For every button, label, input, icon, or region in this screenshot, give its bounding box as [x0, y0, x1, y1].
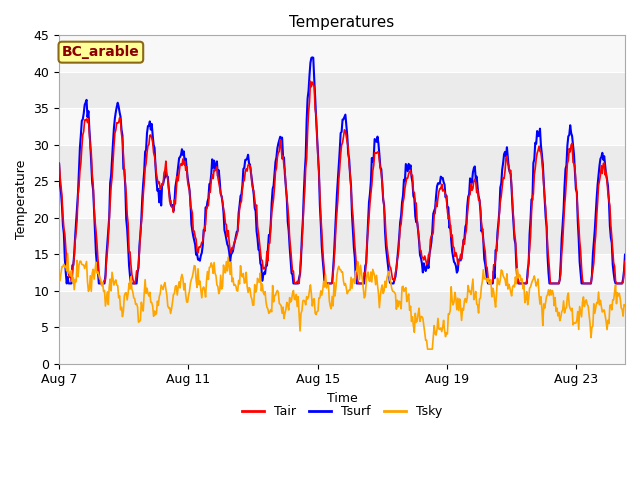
Tsky — [424, 346, 431, 352]
Tsurf — [55, 161, 63, 167]
Tsky — [55, 279, 63, 285]
Tsurf — [313, 134, 321, 140]
Tair — [390, 277, 398, 283]
Bar — [59, 254, 625, 291]
Tsky — [621, 303, 629, 309]
Bar — [59, 327, 625, 364]
Legend: Tair, Tsurf, Tsky: Tair, Tsurf, Tsky — [237, 400, 447, 423]
Bar — [59, 145, 625, 181]
Tsky — [202, 294, 209, 300]
Tsurf — [483, 277, 491, 283]
Tsky — [312, 312, 320, 317]
Tsky — [483, 279, 491, 285]
Tsky — [156, 291, 164, 297]
Bar — [59, 72, 625, 108]
Tair — [307, 78, 314, 84]
Tsurf — [202, 204, 209, 210]
Bar — [59, 181, 625, 218]
Bar — [59, 108, 625, 145]
Tsky — [390, 288, 397, 294]
Tair — [156, 186, 164, 192]
Tsurf — [435, 180, 443, 186]
Tair — [435, 189, 443, 194]
Tsurf — [390, 276, 398, 282]
Line: Tair: Tair — [59, 81, 625, 284]
X-axis label: Time: Time — [326, 392, 358, 405]
Tsurf — [156, 188, 164, 193]
Tair — [313, 133, 321, 139]
Line: Tsurf: Tsurf — [59, 57, 625, 284]
Tsky — [435, 326, 443, 332]
Bar — [59, 218, 625, 254]
Title: Temperatures: Temperatures — [289, 15, 395, 30]
Y-axis label: Temperature: Temperature — [15, 160, 28, 239]
Bar — [59, 291, 625, 327]
Tair — [97, 281, 104, 287]
Tair — [55, 160, 63, 166]
Tair — [621, 258, 629, 264]
Tair — [483, 264, 491, 270]
Bar — [59, 36, 625, 72]
Line: Tsky: Tsky — [59, 253, 625, 349]
Tsky — [64, 251, 72, 256]
Tair — [202, 222, 209, 228]
Tsurf — [621, 252, 629, 258]
Tsurf — [63, 281, 70, 287]
Tsurf — [308, 54, 316, 60]
Text: BC_arable: BC_arable — [62, 45, 140, 59]
